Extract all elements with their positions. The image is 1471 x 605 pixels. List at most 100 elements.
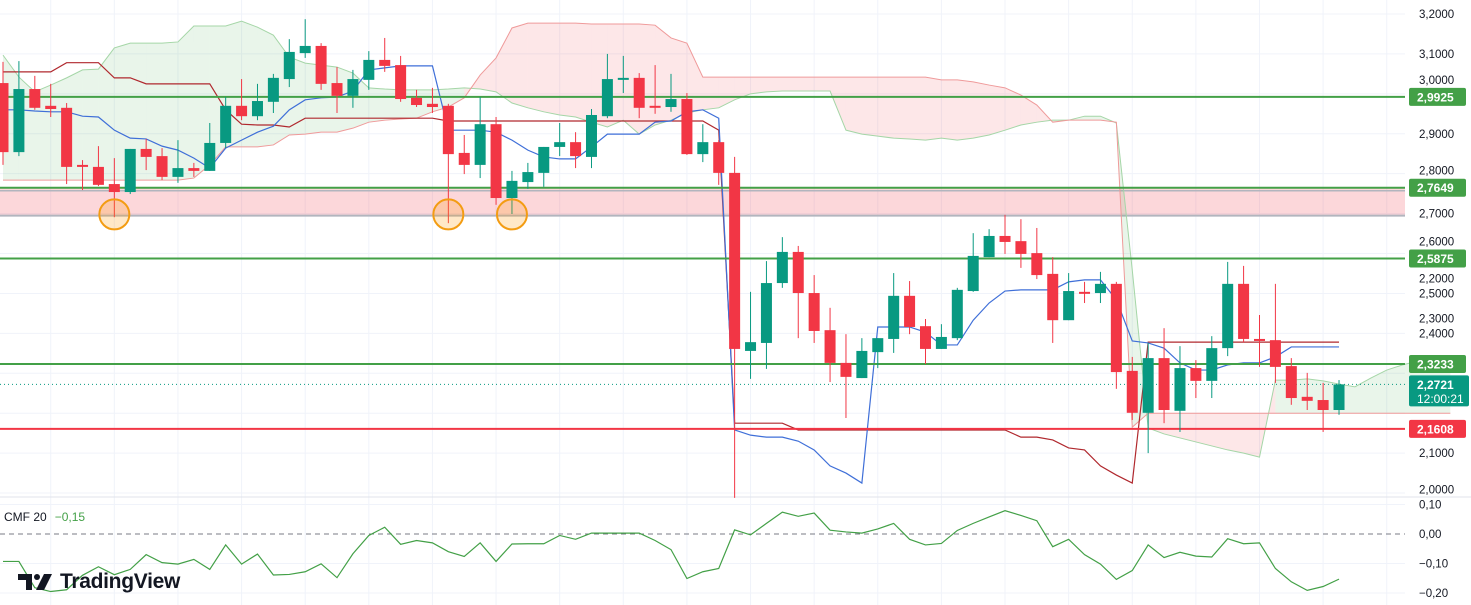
candle-body — [299, 45, 311, 54]
candle — [251, 83, 263, 121]
candle-body — [1063, 291, 1075, 321]
candle — [999, 214, 1011, 254]
cloud-segment — [130, 43, 147, 181]
candle — [1222, 261, 1234, 357]
candle-body — [426, 103, 438, 108]
cloud-segment — [750, 77, 767, 94]
cloud-segment — [98, 47, 115, 181]
candle — [554, 122, 566, 157]
candle — [808, 275, 820, 343]
candle-body — [236, 105, 248, 117]
cloud-segment — [814, 77, 831, 92]
candle-body — [888, 295, 900, 339]
candle-body — [1301, 396, 1313, 401]
cloud-segment — [575, 23, 592, 123]
cloud-segment — [1005, 87, 1021, 131]
cloud-span-b-line — [3, 22, 1451, 429]
cloud-segment — [177, 25, 194, 181]
candle-body — [140, 148, 152, 157]
candle — [29, 75, 41, 110]
cmf-pane — [0, 510, 1405, 593]
candle — [729, 156, 741, 498]
candle — [1015, 219, 1027, 268]
price-axis[interactable]: 3,2000 3,1000 3,0000 2,9000 2,8000 2,7000 2,60… — [1419, 9, 1454, 600]
tradingview-logo[interactable]: TradingView — [18, 570, 180, 594]
cmf-tick-label: 0,10 — [1419, 500, 1441, 512]
candle-body — [474, 124, 486, 165]
candle-body — [1142, 358, 1154, 413]
candle — [760, 261, 772, 369]
candle-body — [617, 77, 629, 80]
candle — [1190, 360, 1202, 399]
cmf-line — [3, 510, 1340, 593]
candle — [1301, 372, 1313, 411]
level-label: 2,9925 — [1417, 90, 1454, 104]
current-price-label-bg — [1409, 375, 1469, 407]
level-label-bg — [1409, 178, 1466, 197]
cloud-segment — [1243, 413, 1260, 458]
cloud-segment — [368, 87, 385, 123]
candle-body — [124, 148, 136, 193]
candle — [124, 148, 136, 195]
current-price-label: 2,2721 — [1417, 378, 1454, 392]
level-label-bg — [1409, 249, 1466, 268]
candle — [585, 109, 597, 169]
candle-body — [1253, 338, 1265, 341]
support-zone-band — [0, 187, 1405, 216]
candle-body — [77, 164, 89, 167]
candle-body — [172, 168, 184, 177]
candle-body — [1110, 283, 1122, 373]
cloud-segment — [973, 81, 990, 139]
level-label-bg — [1409, 354, 1466, 373]
candle — [140, 138, 152, 171]
cmf-value: −0,15 — [54, 510, 86, 524]
candle-body — [1047, 273, 1059, 321]
cloud-segment — [257, 27, 274, 147]
candle — [904, 281, 916, 335]
candle — [856, 338, 868, 379]
cloud-segment — [1370, 370, 1387, 414]
candle — [506, 170, 518, 214]
horizontal-levels[interactable] — [0, 95, 1405, 430]
candle — [617, 55, 629, 94]
cloud-segment — [543, 23, 560, 115]
highlight-circle — [495, 198, 528, 231]
candle-body — [283, 51, 295, 80]
candle-body — [458, 152, 470, 165]
candle — [474, 97, 486, 179]
candle — [697, 124, 709, 163]
candle-body — [697, 142, 709, 155]
candle — [1031, 227, 1043, 280]
cloud-segment — [655, 25, 672, 125]
cmf-legend[interactable]: CMF 20 −0,15 — [4, 510, 85, 524]
candle-body — [108, 184, 120, 193]
candle — [13, 61, 25, 157]
support-zone — [0, 187, 1405, 217]
cloud-segment — [1386, 364, 1403, 414]
candle-body — [713, 142, 725, 173]
candle-body — [363, 59, 375, 80]
candle — [0, 61, 9, 165]
candle-body — [745, 342, 757, 351]
candle — [681, 93, 693, 155]
candle-body — [92, 166, 104, 185]
cloud-segment — [1020, 95, 1037, 125]
cloud-segment — [893, 77, 910, 139]
highlight-circle — [98, 198, 131, 231]
price-tick-label: 2,6000 — [1419, 237, 1454, 249]
candle — [1094, 271, 1106, 304]
level-label: 2,1608 — [1417, 422, 1454, 436]
candle — [792, 245, 804, 339]
cloud-segment — [337, 67, 353, 133]
cloud-segment — [1084, 116, 1101, 121]
candle — [888, 273, 900, 353]
level-label: 2,3233 — [1417, 357, 1454, 371]
candle — [935, 324, 947, 349]
candle — [188, 162, 200, 177]
candle — [824, 307, 836, 383]
candle-body — [983, 235, 995, 258]
candle — [267, 73, 279, 114]
candle-body — [1158, 358, 1170, 411]
highlight-circle — [432, 198, 465, 231]
